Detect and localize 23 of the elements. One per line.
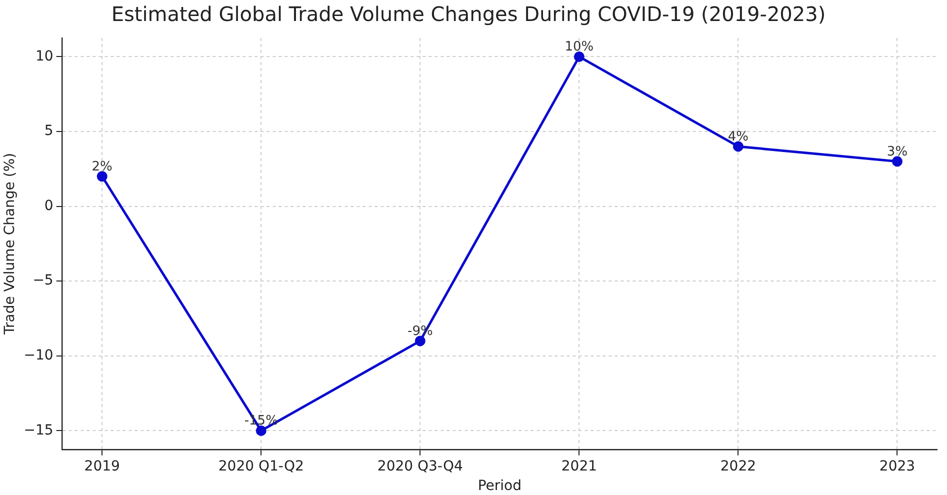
data-label: 10% xyxy=(564,40,594,55)
chart-title: Estimated Global Trade Volume Changes During COVID-19 (2019-2023) xyxy=(111,2,826,26)
y-tick-label: 0 xyxy=(44,198,54,214)
point xyxy=(574,51,584,62)
data-label: 3% xyxy=(886,144,908,160)
y-tick-label: −15 xyxy=(24,422,54,438)
y-tick-label: −5 xyxy=(32,272,54,289)
point xyxy=(892,156,902,167)
y-tick-label: −10 xyxy=(24,348,54,364)
y-tick-label: 10 xyxy=(36,48,54,64)
y-tick-label: 5 xyxy=(44,123,54,140)
x-tick-label: 2021 xyxy=(561,458,598,474)
x-axis-title: Period xyxy=(478,478,522,494)
x-tick-label: 2020 Q3-Q4 xyxy=(377,458,463,474)
point xyxy=(732,141,744,152)
y-axis-title: Trade Volume Change (%) xyxy=(2,152,18,336)
x-tick-label: 2022 xyxy=(720,458,756,474)
x-tick-label: 2023 xyxy=(879,458,916,474)
point xyxy=(96,171,108,182)
data-label: 4% xyxy=(728,129,749,144)
x-tick-label: 2020 Q1-Q2 xyxy=(218,458,304,474)
x-tick-label: 2019 xyxy=(84,458,120,474)
data-label: 2% xyxy=(92,159,112,174)
